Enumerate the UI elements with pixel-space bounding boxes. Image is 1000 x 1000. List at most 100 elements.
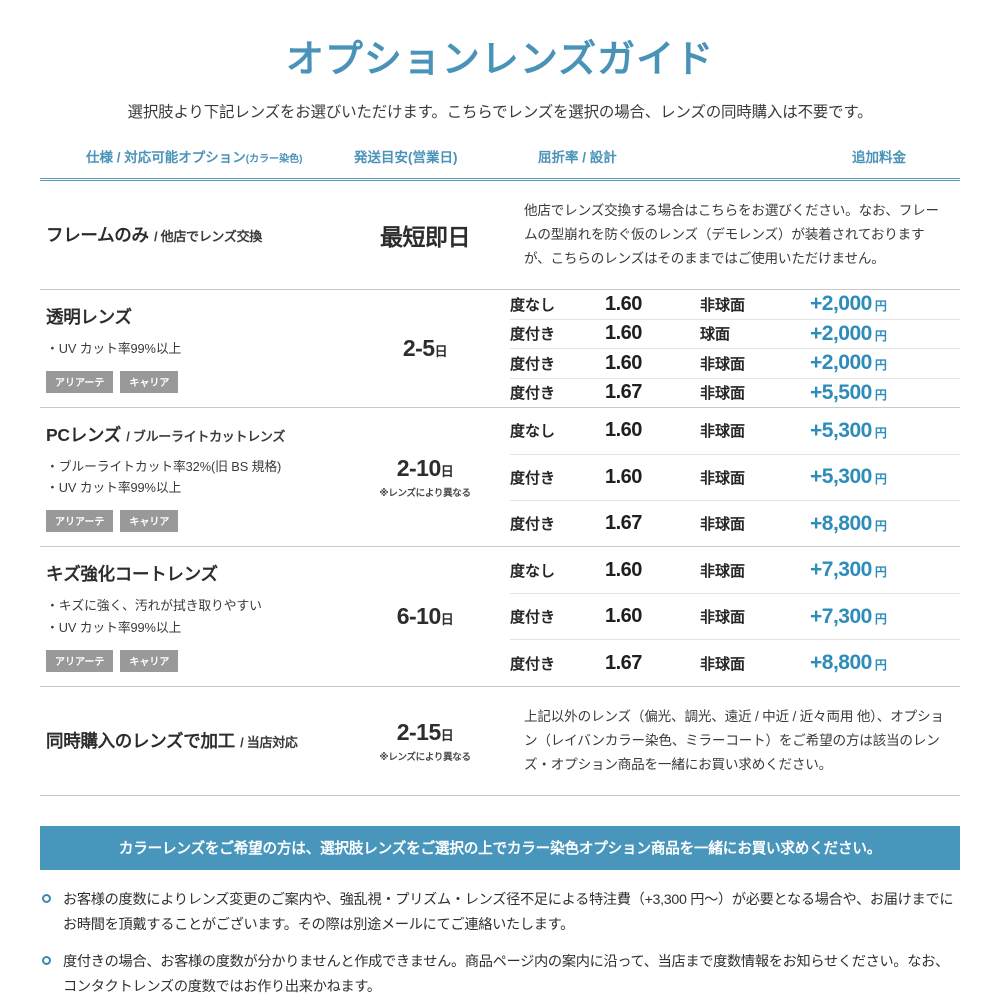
- lens-design-cell: 非球面: [700, 546, 811, 594]
- description-text: 他店でレンズ交換する場合はこちらをお選びください。なお、フレームの型崩れを防ぐ仮…: [524, 202, 939, 266]
- additional-fee-cell: +2,000 円: [810, 348, 961, 379]
- currency-unit: 円: [874, 611, 887, 626]
- additional-fee-cell: +2,000 円: [810, 318, 961, 349]
- option-tag-list: アリアーテ キャリア: [46, 649, 332, 672]
- lens-design-cell: 非球面: [700, 500, 811, 547]
- shipping-days: 2-15日: [396, 718, 454, 745]
- table-row: 度付き 1.60 非球面 +5,300 円: [40, 453, 961, 501]
- notes-list: お客様の度数によりレンズ変更のご案内や、強乱視・プリズム・レンズ径不足による特注…: [40, 888, 960, 999]
- circle-bullet-icon: [42, 955, 51, 965]
- option-tag-list: アリアーテ キャリア: [46, 371, 332, 394]
- refractive-index-cell: 1.60: [605, 318, 700, 349]
- currency-unit: 円: [874, 328, 887, 343]
- shipping-days: 6-10日: [396, 603, 454, 630]
- currency-unit: 円: [874, 565, 887, 580]
- shipping-days-unit: 日: [440, 727, 454, 743]
- description-text: 上記以外のレンズ（偏光、調光、遠近 / 中近 / 近々両用 他）、オプション（レ…: [524, 708, 944, 773]
- lens-feature-list: ・UV カット率99%以上: [46, 338, 332, 359]
- table-row: 度付き 1.67 非球面 +5,500 円: [40, 377, 961, 408]
- lens-feature-list: ・キズに強く、汚れが拭き取りやすい ・UV カット率99%以上: [46, 595, 332, 637]
- currency-unit: 円: [874, 358, 887, 373]
- power-type-cell: 度付き: [510, 318, 605, 349]
- power-type-cell: 度付き: [510, 639, 605, 687]
- power-type-cell: 度付き: [510, 348, 605, 379]
- table-row: 同時購入のレンズで加工 / 当店対応 2-15日 ※レンズにより異なる 上記以外のレン…: [40, 685, 961, 796]
- option-tag: アリアーテ: [46, 649, 114, 672]
- option-tag-list: アリアーテ キャリア: [46, 510, 332, 533]
- note-item: 度付きの場合、お客様の度数が分かりませんと作成できません。商品ページ内の案内に沿…: [40, 950, 960, 1000]
- page-subtitle: 選択肢より下記レンズをお選びいただけます。こちらでレンズを選択の場合、レンズの同…: [127, 103, 873, 121]
- column-header-shipping: 発送目安(営業日): [340, 145, 510, 181]
- shipping-cell: 2-5日: [340, 289, 510, 408]
- spec-cell: キズ強化コートレンズ・キズに強く、汚れが拭き取りやすい ・UV カット率99%以上…: [40, 546, 340, 687]
- refractive-index-cell: 1.60: [605, 348, 700, 379]
- column-header-spec-label: 仕様 / 対応可能オプション: [86, 149, 246, 165]
- refractive-index-cell: 1.60: [605, 407, 700, 455]
- option-tag: キャリア: [120, 510, 179, 533]
- additional-fee-cell: +5,500 円: [810, 377, 961, 408]
- shipping-days: 2-10日: [396, 455, 454, 482]
- note-text: 度付きの場合、お客様の度数が分かりませんと作成できません。商品ページ内の案内に沿…: [63, 953, 949, 995]
- lens-design-cell: 非球面: [700, 453, 811, 501]
- shipping-days: 2-5日: [402, 335, 448, 362]
- lens-feature-item: ・UV カット率99%以上: [46, 341, 182, 357]
- additional-fee-cell: +5,300 円: [810, 453, 961, 501]
- additional-fee-cell: +8,800 円: [810, 639, 961, 687]
- currency-unit: 円: [874, 658, 887, 672]
- power-type-cell: 度なし: [510, 407, 605, 455]
- shipping-note: ※レンズにより異なる: [379, 488, 471, 500]
- lens-design-cell: 非球面: [700, 639, 811, 687]
- shipping-content: 最短即日: [340, 208, 510, 262]
- lens-name: PCレンズ / ブルーライトカットレンズ: [46, 425, 286, 446]
- lens-name: 同時購入のレンズで加工 / 当店対応: [46, 731, 298, 752]
- table-row: キズ強化コートレンズ・キズに強く、汚れが拭き取りやすい ・UV カット率99%以上…: [40, 546, 961, 687]
- lens-name-sub: / 他店でレンズ交換: [150, 229, 262, 245]
- page-title: オプションレンズガイド: [285, 39, 715, 81]
- option-tag: キャリア: [120, 371, 179, 394]
- shipping-content: 2-5日: [340, 325, 510, 372]
- lens-name-sub: / 当店対応: [236, 735, 298, 751]
- shipping-cell: 2-10日 ※レンズにより異なる: [340, 407, 510, 547]
- table-row: 度付き 1.67 非球面 +8,800 円: [40, 639, 961, 687]
- lens-guide-table-wrapper: 仕様 / 対応可能オプション(カラー染色) 発送目安(営業日) 屈折率 / 設計…: [40, 145, 961, 799]
- currency-unit: 円: [874, 387, 887, 402]
- lens-name-sub: / ブルーライトカットレンズ: [122, 429, 286, 445]
- currency-unit: 円: [874, 299, 887, 314]
- refractive-index-cell: 1.60: [605, 546, 700, 594]
- option-tag: アリアーテ: [46, 510, 114, 533]
- lens-design-cell: 球面: [700, 318, 811, 349]
- lens-feature-item: ・UV カット率99%以上: [46, 480, 182, 496]
- currency-unit: 円: [874, 472, 887, 487]
- description-cell: 他店でレンズ交換する場合はこちらをお選びください。なお、フレームの型崩れを防ぐ仮…: [510, 179, 960, 290]
- note-item: お客様の度数によりレンズ変更のご案内や、強乱視・プリズム・レンズ径不足による特注…: [40, 888, 960, 938]
- table-row: 度付き 1.60 非球面 +7,300 円: [40, 592, 961, 640]
- lens-name: 透明レンズ: [46, 307, 132, 328]
- lens-name: キズ強化コートレンズ: [46, 564, 218, 585]
- lens-feature-item: ・ブルーライトカット率32%(旧 BS 規格): [46, 459, 282, 475]
- option-tag: キャリア: [120, 649, 179, 672]
- refractive-index-cell: 1.67: [605, 500, 700, 547]
- circle-bullet-icon: [42, 894, 51, 904]
- shipping-days-unit: 日: [440, 612, 454, 628]
- power-type-cell: 度付き: [510, 377, 605, 408]
- column-header-refraction: 屈折率 / 設計: [510, 145, 811, 181]
- shipping-days-unit: 日: [440, 464, 454, 480]
- lens-design-cell: 非球面: [700, 377, 811, 408]
- spec-content: PCレンズ / ブルーライトカットレンズ・ブルーライトカット率32%(旧 BS …: [40, 408, 340, 546]
- currency-unit: 円: [874, 425, 887, 440]
- spec-content: 同時購入のレンズで加工 / 当店対応: [40, 714, 340, 767]
- description-cell: 上記以外のレンズ（偏光、調光、遠近 / 中近 / 近々両用 他）、オプション（レ…: [510, 685, 961, 796]
- table-row: 度付き 1.67 非球面 +8,800 円: [40, 500, 961, 547]
- shipping-content: 2-10日 ※レンズにより異なる: [340, 445, 510, 509]
- column-header-spec-note: (カラー染色): [245, 153, 303, 165]
- lens-design-cell: 非球面: [700, 348, 811, 379]
- table-body: フレームのみ / 他店でレンズ交換 最短即日 他店でレンズ交換する場合はこちらをお選…: [40, 179, 961, 799]
- color-lens-banner: カラーレンズをご希望の方は、選択肢レンズをご選択の上でカラー染色オプション商品を…: [40, 826, 960, 871]
- shipping-cell: 2-15日 ※レンズにより異なる: [340, 685, 510, 796]
- table-bottom-border-cell: [40, 795, 961, 799]
- column-header-spec: 仕様 / 対応可能オプション(カラー染色): [40, 145, 340, 181]
- option-tag: アリアーテ: [46, 371, 114, 394]
- table-row: 度付き 1.60 球面 +2,000 円: [40, 318, 961, 349]
- lens-name: フレームのみ / 他店でレンズ交換: [46, 225, 262, 246]
